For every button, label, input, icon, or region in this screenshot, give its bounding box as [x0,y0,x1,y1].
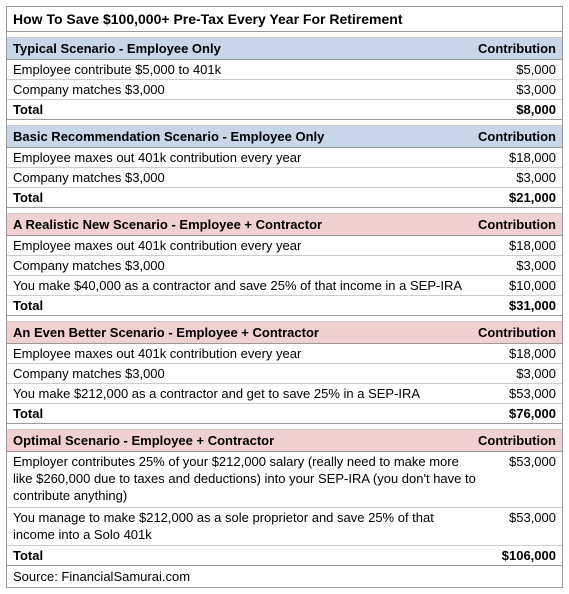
table-row: Employee maxes out 401k contribution eve… [7,344,562,364]
total-row: Total$106,000 [7,546,562,566]
contribution-label: Contribution [478,217,556,232]
section-header: An Even Better Scenario - Employee + Con… [7,322,562,344]
total-label: Total [13,548,486,563]
row-desc: You manage to make $212,000 as a sole pr… [13,510,486,544]
contribution-label: Contribution [478,433,556,448]
total-row: Total$8,000 [7,100,562,120]
row-amount: $3,000 [486,82,556,97]
table-container: How To Save $100,000+ Pre-Tax Every Year… [6,6,563,588]
contribution-label: Contribution [478,129,556,144]
source-line: Source: FinancialSamurai.com [7,566,562,587]
row-desc: Employer contributes 25% of your $212,00… [13,454,486,505]
section-title: Optimal Scenario - Employee + Contractor [13,433,274,448]
table-row: Employer contributes 25% of your $212,00… [7,452,562,508]
total-label: Total [13,102,486,117]
section-title: An Even Better Scenario - Employee + Con… [13,325,319,340]
total-amount: $8,000 [486,102,556,117]
total-label: Total [13,298,486,313]
row-desc: Company matches $3,000 [13,366,486,381]
section-header: Optimal Scenario - Employee + Contractor… [7,430,562,452]
table-row: Company matches $3,000$3,000 [7,168,562,188]
row-desc: You make $40,000 as a contractor and sav… [13,278,486,293]
section-header: Typical Scenario - Employee Only Contribu… [7,38,562,60]
total-amount: $106,000 [486,548,556,563]
total-row: Total$76,000 [7,404,562,424]
row-amount: $3,000 [486,258,556,273]
row-amount: $53,000 [486,386,556,401]
row-desc: Employee contribute $5,000 to 401k [13,62,486,77]
row-amount: $10,000 [486,278,556,293]
total-row: Total$31,000 [7,296,562,316]
row-desc: Company matches $3,000 [13,170,486,185]
row-desc: You make $212,000 as a contractor and ge… [13,386,486,401]
section-title: Typical Scenario - Employee Only [13,41,221,56]
row-desc: Company matches $3,000 [13,82,486,97]
table-row: Company matches $3,000$3,000 [7,364,562,384]
contribution-label: Contribution [478,325,556,340]
total-amount: $76,000 [486,406,556,421]
row-amount: $3,000 [486,366,556,381]
row-desc: Employee maxes out 401k contribution eve… [13,238,486,253]
row-amount: $53,000 [486,510,556,544]
row-desc: Employee maxes out 401k contribution eve… [13,346,486,361]
table-row: Company matches $3,000$3,000 [7,80,562,100]
table-row: Employee maxes out 401k contribution eve… [7,236,562,256]
total-amount: $21,000 [486,190,556,205]
total-label: Total [13,406,486,421]
sections-area: Typical Scenario - Employee Only Contribu… [7,38,562,566]
row-amount: $5,000 [486,62,556,77]
row-amount: $53,000 [486,454,556,505]
table-row: You make $40,000 as a contractor and sav… [7,276,562,296]
row-amount: $18,000 [486,238,556,253]
total-amount: $31,000 [486,298,556,313]
page-title: How To Save $100,000+ Pre-Tax Every Year… [7,7,562,32]
row-desc: Employee maxes out 401k contribution eve… [13,150,486,165]
total-label: Total [13,190,486,205]
section-title: A Realistic New Scenario - Employee + Co… [13,217,322,232]
total-row: Total$21,000 [7,188,562,208]
table-row: Employee contribute $5,000 to 401k$5,000 [7,60,562,80]
table-row: Employee maxes out 401k contribution eve… [7,148,562,168]
table-row: You make $212,000 as a contractor and ge… [7,384,562,404]
table-row: You manage to make $212,000 as a sole pr… [7,508,562,547]
row-amount: $18,000 [486,346,556,361]
row-amount: $18,000 [486,150,556,165]
row-amount: $3,000 [486,170,556,185]
table-row: Company matches $3,000$3,000 [7,256,562,276]
row-desc: Company matches $3,000 [13,258,486,273]
section-header: A Realistic New Scenario - Employee + Co… [7,214,562,236]
section-title: Basic Recommendation Scenario - Employee… [13,129,324,144]
section-header: Basic Recommendation Scenario - Employee… [7,126,562,148]
contribution-label: Contribution [478,41,556,56]
